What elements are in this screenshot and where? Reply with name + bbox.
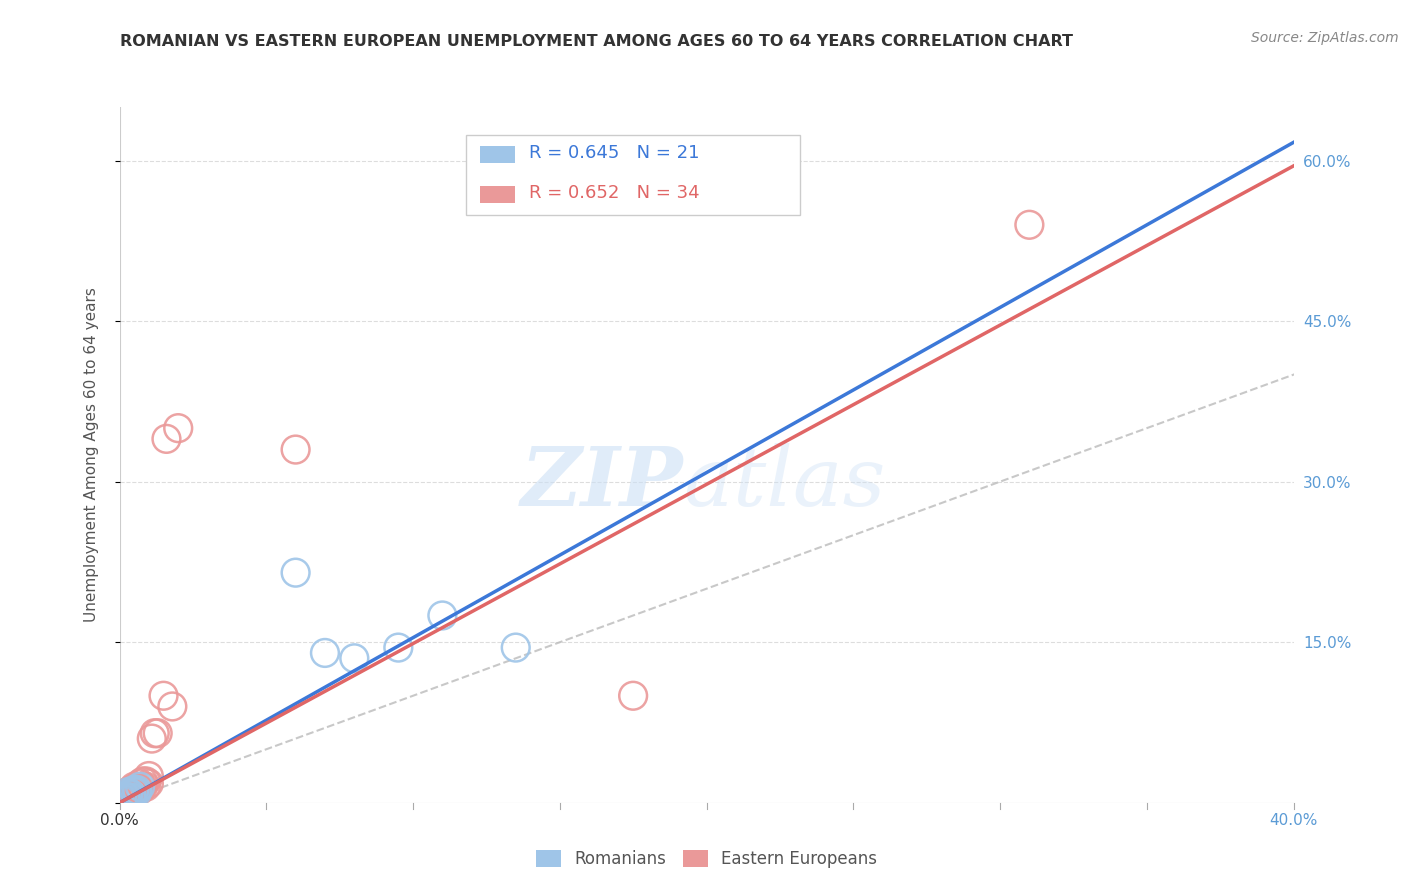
Point	[127, 785, 149, 799]
Bar	[479, 145, 515, 163]
Point	[162, 699, 184, 714]
Point	[117, 785, 139, 799]
Point	[284, 442, 307, 457]
Point	[122, 780, 145, 794]
Point	[117, 787, 139, 801]
Point	[167, 421, 190, 435]
Point	[343, 651, 366, 665]
Point	[120, 783, 142, 797]
Text: atlas: atlas	[683, 442, 886, 523]
Point	[122, 787, 145, 801]
Point	[127, 783, 149, 797]
Legend: Romanians, Eastern Europeans: Romanians, Eastern Europeans	[529, 843, 884, 874]
Text: R = 0.652   N = 34: R = 0.652 N = 34	[529, 184, 700, 202]
Point	[117, 785, 139, 799]
Bar	[479, 186, 515, 203]
Point	[114, 792, 136, 806]
Point	[117, 790, 139, 805]
Point	[132, 780, 155, 794]
Text: Source: ZipAtlas.com: Source: ZipAtlas.com	[1251, 31, 1399, 45]
Point	[132, 774, 155, 789]
Point	[120, 789, 142, 803]
Point	[129, 780, 152, 794]
Point	[111, 794, 134, 808]
Point	[111, 791, 134, 805]
Text: R = 0.645   N = 21: R = 0.645 N = 21	[529, 144, 700, 161]
Point	[505, 640, 527, 655]
Point	[621, 689, 644, 703]
Point	[138, 776, 160, 790]
FancyBboxPatch shape	[465, 135, 800, 215]
Point	[122, 785, 145, 799]
Text: ZIP: ZIP	[520, 442, 683, 523]
Point	[117, 790, 139, 805]
Point	[135, 774, 157, 789]
Point	[129, 783, 152, 797]
Point	[152, 689, 174, 703]
Point	[138, 769, 160, 783]
Point	[111, 791, 134, 805]
Point	[129, 776, 152, 790]
Point	[122, 785, 145, 799]
Point	[127, 780, 149, 794]
Point	[114, 787, 136, 801]
Point	[387, 640, 409, 655]
Point	[111, 789, 134, 804]
Point	[127, 785, 149, 799]
Point	[114, 790, 136, 805]
Point	[114, 790, 136, 805]
Y-axis label: Unemployment Among Ages 60 to 64 years: Unemployment Among Ages 60 to 64 years	[84, 287, 98, 623]
Point	[117, 789, 139, 803]
Point	[111, 794, 134, 808]
Point	[155, 432, 177, 446]
Point	[114, 792, 136, 806]
Point	[314, 646, 336, 660]
Point	[146, 726, 169, 740]
Point	[432, 608, 454, 623]
Point	[122, 783, 145, 797]
Point	[120, 790, 142, 805]
Point	[141, 731, 163, 746]
Point	[284, 566, 307, 580]
Point	[120, 787, 142, 801]
Point	[114, 789, 136, 804]
Point	[135, 780, 157, 794]
Point	[143, 726, 166, 740]
Text: ROMANIAN VS EASTERN EUROPEAN UNEMPLOYMENT AMONG AGES 60 TO 64 YEARS CORRELATION : ROMANIAN VS EASTERN EUROPEAN UNEMPLOYMEN…	[120, 34, 1073, 49]
Point	[1018, 218, 1040, 232]
